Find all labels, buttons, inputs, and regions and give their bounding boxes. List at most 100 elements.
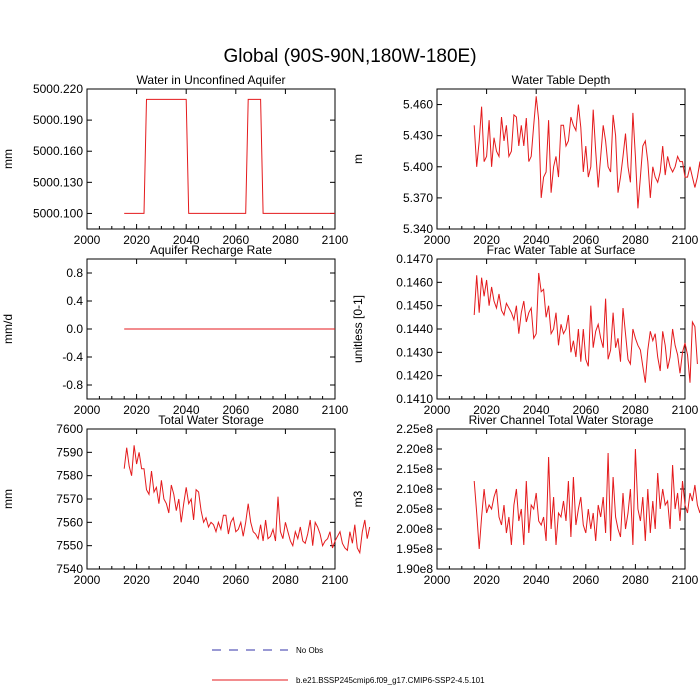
- y-tick-label: 5000.220: [33, 82, 83, 96]
- x-tick-label: 2060: [222, 403, 249, 417]
- y-tick-label: 7550: [56, 539, 83, 553]
- x-tick-label: 2020: [473, 403, 500, 417]
- y-tick-label: 5.460: [403, 98, 433, 112]
- y-tick-label: 7560: [56, 515, 83, 529]
- y-tick-label: 1.90e8: [396, 562, 433, 576]
- y-tick-label: 2.10e8: [396, 482, 433, 496]
- panel-title: Water in Unconfined Aquifer: [137, 73, 286, 87]
- series-line: [124, 98, 335, 214]
- panel-title: Total Water Storage: [158, 413, 264, 427]
- series-line: [473, 96, 700, 209]
- x-tick-label: 2100: [672, 573, 699, 587]
- chart-panels: Water in Unconfined Aquifer 2000 2020 2040 2…: [1, 73, 700, 587]
- y-axis-label: mm: [1, 489, 15, 509]
- page-title: Global (90S-90N,180W-180E): [223, 46, 476, 67]
- x-tick-label: 2000: [74, 403, 101, 417]
- y-tick-label: 0.8: [66, 266, 83, 280]
- panel-frac: Frac Water Table at Surface 2000 2020 2040 2…: [351, 243, 699, 417]
- y-tick-label: 0.1420: [396, 369, 433, 383]
- legend-no-obs-label: No Obs: [296, 646, 323, 655]
- x-tick-label: 2080: [272, 403, 299, 417]
- x-tick-label: 2080: [272, 573, 299, 587]
- x-tick-label: 2080: [622, 403, 649, 417]
- panel-aquifer: Water in Unconfined Aquifer 2000 2020 2040 2…: [1, 73, 349, 247]
- plot-frame: [436, 258, 686, 400]
- series-line: [123, 445, 371, 555]
- x-tick-label: 2100: [322, 573, 349, 587]
- y-tick-label: 5000.190: [33, 113, 83, 127]
- x-tick-label: 2040: [523, 233, 550, 247]
- x-tick-label: 2000: [424, 573, 451, 587]
- y-tick-label: 0.4: [66, 294, 83, 308]
- y-axis-label: m: [351, 154, 365, 164]
- panel-wtd: Water Table Depth 2000 2020 2040 2060 2080 210…: [351, 73, 700, 247]
- panel-title: River Channel Total Water Storage: [469, 413, 654, 427]
- y-tick-label: 7590: [56, 445, 83, 459]
- panel-title: Frac Water Table at Surface: [487, 243, 636, 257]
- x-tick-label: 2040: [173, 233, 200, 247]
- x-tick-label: 2100: [672, 403, 699, 417]
- x-tick-label: 2040: [523, 403, 550, 417]
- x-tick-label: 2100: [322, 403, 349, 417]
- x-tick-label: 2060: [222, 573, 249, 587]
- x-tick-label: 2020: [473, 233, 500, 247]
- panel-title: Aquifer Recharge Rate: [150, 243, 272, 257]
- y-tick-label: 0.1460: [396, 275, 433, 289]
- x-tick-label: 2040: [523, 573, 550, 587]
- y-tick-label: 7570: [56, 492, 83, 506]
- y-tick-label: 5000.160: [33, 144, 83, 158]
- x-tick-label: 2020: [473, 573, 500, 587]
- y-tick-label: 2.15e8: [396, 462, 433, 476]
- y-tick-label: 5.340: [403, 222, 433, 236]
- legend-model-label: b.e21.BSSP245cmip6.f09_g17.CMIP6-SSP2-4.…: [296, 676, 485, 685]
- x-tick-label: 2080: [622, 233, 649, 247]
- y-tick-label: 5.430: [403, 129, 433, 143]
- legend: No Obs b.e21.BSSP245cmip6.f09_g17.CMIP6-…: [212, 646, 485, 685]
- x-tick-label: 2040: [173, 403, 200, 417]
- y-tick-label: 2.20e8: [396, 442, 433, 456]
- y-tick-label: 0.1470: [396, 252, 433, 266]
- y-tick-label: 0.0: [66, 322, 83, 336]
- x-tick-label: 2060: [572, 233, 599, 247]
- x-tick-label: 2080: [272, 233, 299, 247]
- y-tick-label: 2.05e8: [396, 502, 433, 516]
- panel-title: Water Table Depth: [512, 73, 611, 87]
- plot-frame: [86, 88, 336, 230]
- y-tick-label: 7540: [56, 562, 83, 576]
- y-tick-label: 0.1410: [396, 392, 433, 406]
- x-tick-label: 2020: [123, 573, 150, 587]
- panel-tws: Total Water Storage 2000 2020 2040 2060 2080 2…: [1, 413, 371, 587]
- panel-recharge: Aquifer Recharge Rate 2000 2020 2040 2060 208…: [1, 243, 349, 417]
- x-tick-label: 2000: [424, 403, 451, 417]
- y-tick-label: 1.95e8: [396, 542, 433, 556]
- x-tick-label: 2000: [74, 573, 101, 587]
- y-axis-label: mm/d: [1, 314, 15, 344]
- y-tick-label: 2.25e8: [396, 422, 433, 436]
- y-tick-label: 0.1450: [396, 299, 433, 313]
- x-tick-label: 2100: [322, 233, 349, 247]
- panel-river: River Channel Total Water Storage 2000 202…: [351, 413, 700, 587]
- x-tick-label: 2060: [572, 403, 599, 417]
- y-tick-label: -0.4: [62, 350, 83, 364]
- x-tick-label: 2020: [123, 233, 150, 247]
- y-tick-label: 0.1440: [396, 322, 433, 336]
- y-tick-label: 5000.130: [33, 175, 83, 189]
- x-tick-label: 2060: [572, 573, 599, 587]
- x-tick-label: 2060: [222, 233, 249, 247]
- series-line: [473, 272, 698, 383]
- series-line: [473, 448, 700, 550]
- y-tick-label: 5000.100: [33, 206, 83, 220]
- y-tick-label: 5.400: [403, 160, 433, 174]
- y-tick-label: 5.370: [403, 191, 433, 205]
- x-tick-label: 2000: [424, 233, 451, 247]
- y-tick-label: 2.00e8: [396, 522, 433, 536]
- x-tick-label: 2080: [622, 573, 649, 587]
- plot-frame: [86, 428, 336, 570]
- x-tick-label: 2040: [173, 573, 200, 587]
- y-axis-label: m3: [351, 490, 365, 507]
- x-tick-label: 2020: [123, 403, 150, 417]
- y-axis-label: mm: [1, 149, 15, 169]
- y-tick-label: -0.8: [62, 378, 83, 392]
- y-tick-label: 7600: [56, 422, 83, 436]
